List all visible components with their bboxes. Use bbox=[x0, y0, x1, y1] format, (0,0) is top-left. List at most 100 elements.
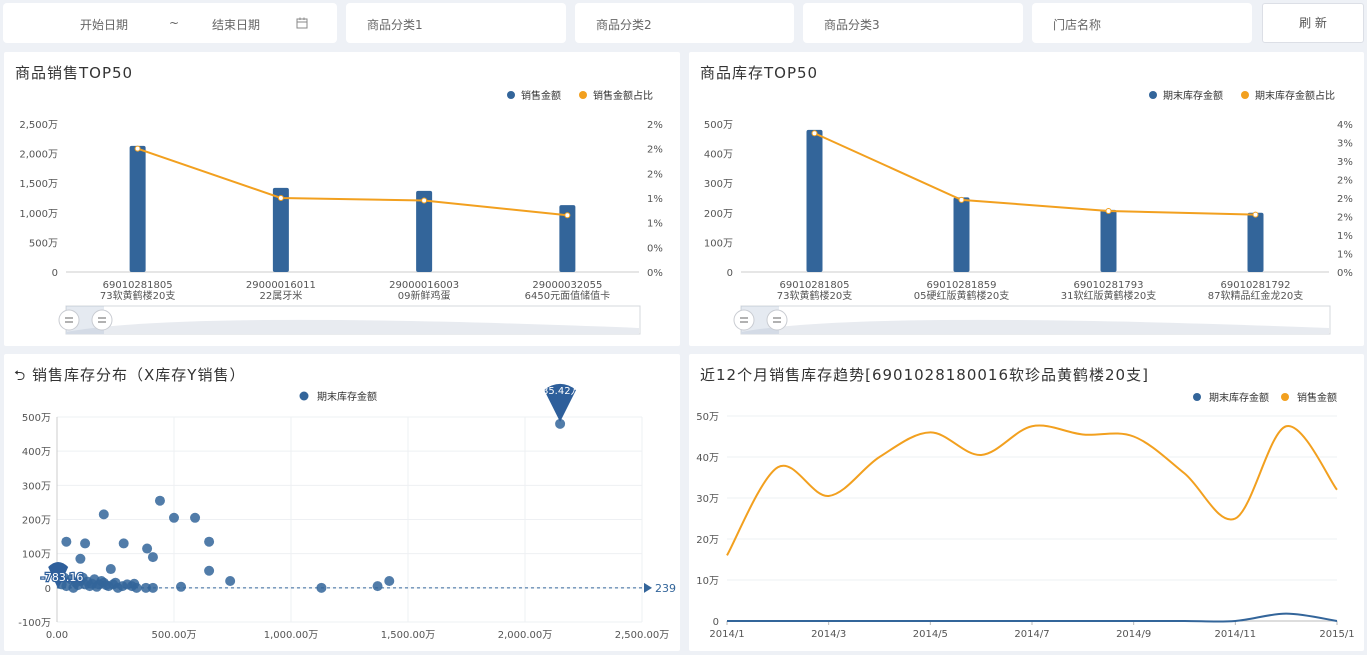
y-tick-label: 40万 bbox=[696, 453, 719, 464]
y-tick-label: 100万 bbox=[704, 238, 733, 249]
scatter-point bbox=[140, 582, 151, 593]
min-pin-label: -783.16 bbox=[41, 571, 83, 584]
y-tick-label: 500万 bbox=[22, 413, 51, 424]
x-tick-label: 2015/1 bbox=[1319, 629, 1354, 640]
x-tick-label: 2,000.00万 bbox=[498, 630, 553, 641]
date-range-picker[interactable]: 开始日期 ~ 结束日期 bbox=[3, 3, 337, 43]
y-tick-label: 500万 bbox=[704, 120, 733, 131]
scatter-panel: ⮌ 销售库存分布（X库存Y销售） 期末库存金额 -100万 0 100万 200万 300… bbox=[4, 354, 680, 651]
stock-line bbox=[726, 612, 1338, 623]
store-select[interactable]: 门店名称 bbox=[1032, 3, 1252, 43]
legend-label: 销售金额 bbox=[1297, 391, 1337, 404]
legend-label: 期末库存金额占比 bbox=[1255, 89, 1335, 102]
sales-top50-panel: 商品销售TOP50 销售金额 销售金额占比 0 500万 1,000万 1,500万 2,0… bbox=[4, 52, 680, 346]
scatter-point bbox=[80, 538, 91, 549]
legend-marker bbox=[1241, 91, 1249, 99]
end-date-placeholder[interactable]: 结束日期 bbox=[212, 18, 261, 32]
x-tick-label: 69010281792 bbox=[1221, 280, 1291, 291]
y2-tick-label: 2% bbox=[1337, 194, 1353, 205]
x-tick-label: 2014/3 bbox=[811, 629, 846, 640]
scatter-point bbox=[316, 582, 327, 593]
x-tick-label: 500.00万 bbox=[152, 630, 197, 641]
y2-tick-label: 3% bbox=[1337, 157, 1353, 168]
zoom-handle bbox=[58, 309, 80, 331]
x-tick-label: 29000016011 bbox=[246, 280, 316, 291]
stock-top50-panel: 商品库存TOP50 期末库存金额 期末库存金额占比 0 100万 200万 300万 400… bbox=[689, 52, 1364, 346]
stock-top50-title: 商品库存TOP50 bbox=[700, 64, 819, 82]
category1-select[interactable]: 商品分类1 bbox=[346, 3, 566, 43]
y-tick-label: 100万 bbox=[22, 550, 51, 561]
y2-tick-label: 0% bbox=[647, 243, 663, 254]
bar bbox=[129, 145, 146, 272]
x-tick-label: 29000016003 bbox=[389, 280, 459, 291]
scatter-point bbox=[204, 536, 215, 547]
start-date-placeholder[interactable]: 开始日期 bbox=[80, 18, 129, 32]
min-pin-marker bbox=[48, 562, 69, 589]
y-tick-label: 2,500万 bbox=[19, 120, 58, 131]
legend-marker bbox=[1193, 393, 1201, 401]
y2-tick-label: 2% bbox=[647, 120, 663, 131]
filter-bar: 开始日期 ~ 结束日期 商品分类1 商品分类2 商品分类3 门店名称 刷 新 bbox=[0, 0, 1367, 46]
legend-label: 销售金额占比 bbox=[593, 89, 653, 102]
x-tick-label: 69010281805 bbox=[780, 280, 850, 291]
y-tick-label: 1,500万 bbox=[19, 179, 58, 190]
category1-placeholder: 商品分类1 bbox=[367, 18, 423, 32]
scatter-point bbox=[204, 565, 215, 576]
y-tick-label: 200万 bbox=[22, 516, 51, 527]
scatter-point bbox=[176, 581, 187, 592]
x-tick-label: 2014/9 bbox=[1116, 629, 1151, 640]
ratio-line bbox=[814, 132, 1256, 216]
y-tick-label: -100万 bbox=[18, 618, 51, 629]
mark-line-arrow bbox=[644, 582, 652, 593]
x-tick-label: 2014/11 bbox=[1215, 629, 1257, 640]
scatter-point bbox=[169, 512, 179, 523]
legend-label: 期末库存金额 bbox=[1163, 89, 1223, 102]
legend-marker bbox=[507, 91, 515, 99]
y-tick-label: 10万 bbox=[696, 576, 719, 587]
calendar-icon[interactable] bbox=[296, 17, 308, 29]
y-tick-label: 20万 bbox=[696, 535, 719, 546]
y2-tick-label: 1% bbox=[1337, 231, 1353, 242]
bar bbox=[1100, 209, 1117, 272]
trend-title: 近12个月销售库存趋势[6901028180016软珍品黄鹤楼20支] bbox=[700, 366, 1149, 384]
legend-marker bbox=[299, 391, 309, 401]
zoom-handle bbox=[733, 309, 755, 331]
x-tick-label: 87软精品红金龙20支 bbox=[1208, 289, 1303, 302]
x-tick-label: 22属牙米 bbox=[260, 289, 303, 302]
x-tick-label: 0.00 bbox=[46, 630, 68, 641]
y-tick-label: 400万 bbox=[704, 150, 733, 161]
zoom-handle bbox=[91, 309, 113, 331]
scatter-point bbox=[372, 581, 383, 592]
bar bbox=[559, 205, 576, 272]
y-tick-label: 0 bbox=[727, 268, 733, 279]
ratio-line bbox=[137, 147, 568, 217]
scatter-point bbox=[75, 553, 86, 564]
category2-placeholder: 商品分类2 bbox=[596, 18, 652, 32]
x-tick-label: 1,500.00万 bbox=[381, 630, 436, 641]
back-icon[interactable]: ⮌ bbox=[14, 368, 27, 384]
legend-marker bbox=[1149, 91, 1157, 99]
x-tick-label: 2014/7 bbox=[1014, 629, 1049, 640]
y2-tick-label: 3% bbox=[1337, 139, 1353, 150]
category3-select[interactable]: 商品分类3 bbox=[803, 3, 1023, 43]
max-pin-label: 485.42万 bbox=[536, 386, 581, 397]
stock-top50-chart: 期末库存金额 期末库存金额占比 0 100万 200万 300万 400万 500万 0% 1% 1… bbox=[704, 89, 1353, 335]
ratio-point bbox=[277, 195, 284, 201]
trend-chart: 期末库存金额 销售金额 0 10万 20万 30万 40万 50万 2014/1 2014/3 20… bbox=[696, 391, 1354, 640]
refresh-button[interactable]: 刷 新 bbox=[1262, 3, 1364, 43]
x-tick-label: 05硬红版黄鹤楼20支 bbox=[914, 289, 1009, 302]
legend-label: 销售金额 bbox=[521, 89, 561, 102]
scatter-chart: 期末库存金额 -100万 0 100万 200万 300万 400万 500万 0.00 500.… bbox=[18, 383, 676, 641]
legend-marker bbox=[579, 91, 587, 99]
scatter-point bbox=[61, 536, 72, 547]
x-tick-label: 31软红版黄鹤楼20支 bbox=[1061, 289, 1156, 302]
scatter-point bbox=[190, 512, 201, 523]
ratio-point bbox=[564, 212, 571, 219]
y2-tick-label: 4% bbox=[1337, 120, 1353, 131]
y-tick-label: 2,000万 bbox=[19, 150, 58, 161]
category2-select[interactable]: 商品分类2 bbox=[575, 3, 794, 43]
y2-tick-label: 2% bbox=[1337, 176, 1353, 187]
y2-tick-label: 2% bbox=[1337, 213, 1353, 224]
scatter-point bbox=[118, 538, 129, 549]
sales-top50-title: 商品销售TOP50 bbox=[15, 64, 134, 82]
